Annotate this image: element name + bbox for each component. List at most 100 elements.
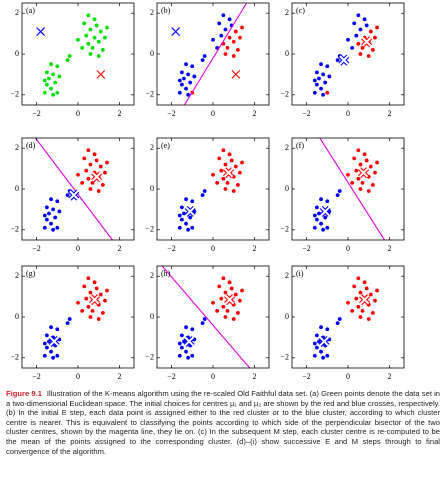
x-tick-label: 0	[76, 244, 80, 253]
data-point	[88, 290, 93, 295]
data-point	[368, 29, 373, 34]
data-point	[105, 288, 109, 293]
data-point	[235, 183, 240, 187]
data-point	[317, 339, 321, 344]
centre-cross	[69, 190, 79, 200]
data-point	[182, 76, 186, 81]
bisector-line	[35, 138, 113, 240]
y-tick-label: 0	[285, 49, 289, 58]
panel: (g) −2 0 2 −2 0 2	[10, 265, 135, 381]
data-point	[360, 308, 365, 313]
data-point	[221, 176, 226, 181]
centre-cross	[96, 70, 106, 79]
plot-area	[312, 13, 379, 97]
centre-cross	[358, 167, 369, 178]
data-point	[225, 45, 230, 50]
data-point	[184, 349, 188, 354]
data-point	[200, 193, 205, 198]
data-point	[55, 90, 60, 95]
plot-area	[35, 138, 113, 240]
data-point	[314, 217, 319, 222]
data-point	[202, 189, 207, 193]
x-tick-label: 0	[211, 109, 215, 118]
y-tick-label: 0	[15, 184, 19, 193]
data-point	[51, 92, 56, 97]
data-point	[356, 276, 361, 281]
data-point	[177, 90, 182, 95]
data-point	[223, 162, 228, 167]
data-point	[105, 25, 109, 30]
data-point	[80, 180, 85, 185]
data-point	[184, 325, 188, 330]
data-point	[325, 199, 330, 204]
y-tick-label: 0	[15, 312, 19, 321]
panel: (d) −2 0 2 −2 0 2	[10, 137, 135, 253]
centre-cross	[36, 27, 46, 36]
data-point	[350, 180, 355, 185]
data-point	[98, 164, 103, 169]
data-point	[238, 298, 242, 303]
data-point	[186, 92, 191, 97]
x-tick-label: 2	[117, 244, 121, 253]
y-tick-label: −2	[10, 225, 19, 234]
data-point	[335, 58, 340, 63]
panel-label: (e)	[161, 141, 170, 150]
data-point	[321, 227, 326, 232]
data-point	[312, 90, 317, 95]
data-point	[364, 158, 369, 163]
data-point	[233, 164, 238, 169]
plot-frame	[291, 137, 405, 241]
data-point	[76, 172, 80, 177]
data-point	[179, 217, 184, 222]
data-point	[358, 162, 363, 167]
x-tick-label: −2	[167, 244, 176, 253]
data-point	[44, 345, 49, 350]
panel-label: (a)	[26, 6, 35, 15]
data-point	[103, 298, 107, 303]
data-point	[368, 292, 373, 297]
data-point	[325, 90, 330, 95]
data-point	[200, 321, 205, 326]
y-tick-label: 0	[150, 49, 154, 58]
centre-cross	[231, 70, 241, 79]
data-point	[323, 215, 328, 220]
y-tick-label: 2	[285, 8, 289, 17]
bisector-line	[161, 266, 251, 368]
data-point	[177, 353, 182, 358]
centre-cross	[89, 294, 100, 305]
panel-label: (f)	[296, 141, 304, 150]
data-point	[238, 170, 242, 175]
data-point	[96, 39, 101, 44]
data-point	[84, 296, 89, 301]
data-point	[223, 315, 228, 319]
data-point	[312, 341, 317, 346]
data-point	[105, 160, 109, 165]
data-point	[100, 183, 105, 187]
plot-area	[161, 266, 251, 368]
x-tick-label: 2	[252, 372, 256, 381]
data-point	[98, 29, 103, 34]
data-point	[312, 353, 317, 358]
data-point	[233, 292, 238, 297]
data-point	[96, 54, 101, 58]
y-tick-label: −2	[145, 225, 154, 234]
data-point	[362, 152, 367, 157]
data-point	[55, 353, 60, 358]
data-point	[190, 64, 195, 69]
data-point	[211, 300, 215, 305]
data-point	[100, 48, 105, 52]
data-point	[358, 187, 363, 191]
x-tick-label: 2	[387, 244, 391, 253]
y-tick-label: −2	[280, 90, 289, 99]
x-tick-label: 0	[76, 109, 80, 118]
x-tick-label: 2	[252, 109, 256, 118]
data-point	[65, 58, 70, 63]
data-point	[211, 37, 215, 42]
data-point	[86, 13, 91, 18]
bisector-line	[183, 3, 248, 105]
data-point	[188, 215, 193, 220]
data-point	[179, 345, 184, 350]
panel: (f) −2 0 2 −2 0 2	[280, 137, 405, 253]
data-point	[229, 158, 234, 163]
data-point	[49, 221, 53, 226]
